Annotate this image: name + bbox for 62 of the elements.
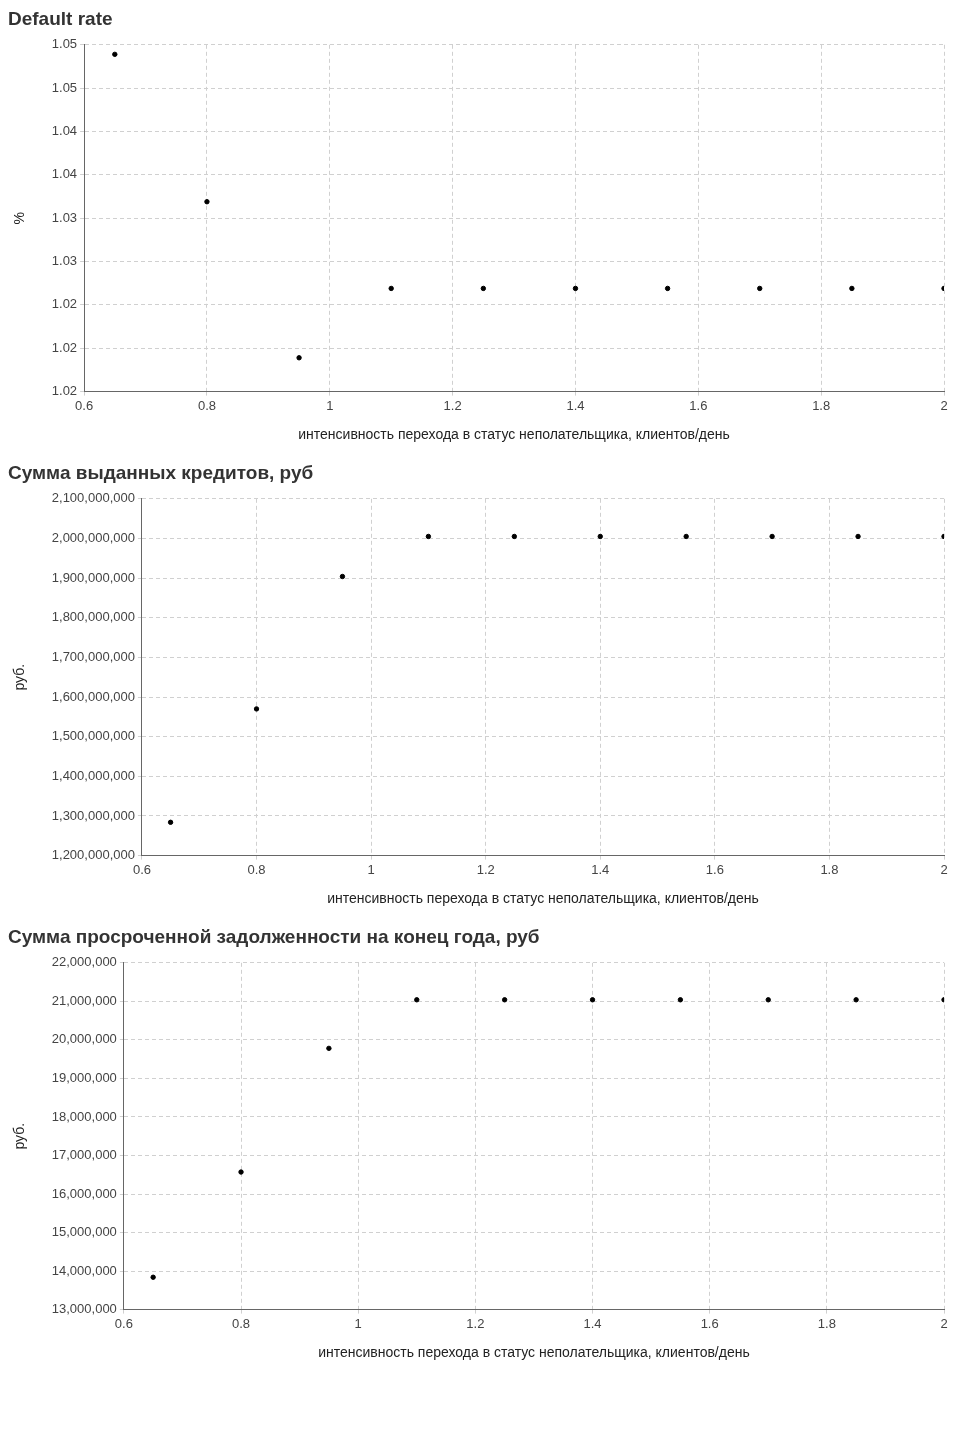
y-tick-label: 1.02 (51, 296, 78, 312)
x-tick-label: 2 (940, 1315, 948, 1331)
x-tick-label: 0.8 (231, 1315, 251, 1331)
x-tick-label: 1.2 (476, 861, 495, 877)
chart-title: Default rate (8, 7, 113, 29)
y-tick-label: 1,400,000,000 (51, 767, 135, 783)
x-tick-label: 0.6 (132, 861, 151, 877)
x-tick-label: 1.2 (466, 1315, 485, 1331)
y-tick-label: 1,200,000,000 (51, 847, 135, 863)
y-tick-label: 1,300,000,000 (51, 807, 135, 823)
y-tick-label: 1,500,000,000 (51, 728, 135, 744)
x-tick-label: 1 (326, 397, 334, 413)
y-tick-label: 1.03 (51, 209, 78, 225)
x-tick-label: 1.8 (812, 397, 831, 413)
chart-title: Сумма просроченной задолженности на конец года, руб (8, 925, 540, 947)
y-tick-label: 1.05 (51, 79, 78, 95)
y-tick-label: 1.04 (51, 166, 78, 182)
x-tick-label: 1.4 (583, 1315, 602, 1331)
x-tick-label: 0.8 (197, 397, 216, 413)
y-axis-title: руб. (11, 663, 28, 691)
y-tick-label: 1,800,000,000 (51, 609, 135, 625)
y-tick-label: 14,000,000 (51, 1262, 117, 1278)
y-tick-label: 1,700,000,000 (51, 648, 135, 664)
x-tick-label: 1.8 (817, 1315, 836, 1331)
y-tick-label: 18,000,000 (51, 1108, 117, 1124)
x-tick-label: 1.4 (591, 861, 610, 877)
x-axis-title: интенсивность перехода в статус неполательщика, клиентов/день (327, 890, 759, 907)
y-tick-label: 21,000,000 (51, 992, 117, 1008)
y-tick-label: 1,600,000,000 (51, 688, 135, 704)
x-tick-label: 1.6 (700, 1315, 719, 1331)
x-tick-label: 2 (940, 397, 948, 413)
y-tick-label: 1.05 (51, 36, 78, 52)
x-tick-label: 1.4 (566, 397, 585, 413)
y-tick-label: 1,900,000,000 (51, 569, 135, 585)
y-tick-label: 16,000,000 (51, 1185, 117, 1201)
y-axis-title: % (11, 211, 28, 225)
y-tick-label: 1.02 (51, 383, 78, 399)
x-tick-label: 1.2 (443, 397, 462, 413)
x-tick-label: 1 (354, 1315, 362, 1331)
y-tick-label: 13,000,000 (51, 1301, 117, 1317)
y-tick-label: 1.04 (51, 123, 78, 139)
y-tick-label: 15,000,000 (51, 1224, 117, 1240)
chart-title: Сумма выданных кредитов, руб (8, 461, 314, 483)
y-tick-label: 20,000,000 (51, 1031, 117, 1047)
x-tick-label: 0.6 (114, 1315, 133, 1331)
x-tick-label: 1.6 (705, 861, 724, 877)
y-tick-label: 2,100,000,000 (51, 490, 135, 506)
x-tick-label: 0.8 (247, 861, 266, 877)
y-tick-label: 19,000,000 (51, 1069, 117, 1085)
x-axis-title: интенсивность перехода в статус неполательщика, клиентов/день (318, 1344, 750, 1361)
x-tick-label: 2 (940, 861, 948, 877)
x-tick-label: 0.6 (75, 397, 94, 413)
x-tick-label: 1.6 (689, 397, 708, 413)
y-axis-title: руб. (11, 1122, 28, 1150)
y-tick-label: 1.02 (51, 339, 78, 355)
y-tick-label: 17,000,000 (51, 1147, 117, 1163)
y-tick-label: 1.03 (51, 253, 78, 269)
x-tick-label: 1.8 (820, 861, 839, 877)
x-tick-label: 1 (367, 861, 375, 877)
y-tick-label: 2,000,000,000 (51, 530, 135, 546)
y-tick-label: 22,000,000 (51, 954, 117, 970)
x-axis-title: интенсивность перехода в статус неполательщика, клиентов/день (298, 426, 730, 443)
